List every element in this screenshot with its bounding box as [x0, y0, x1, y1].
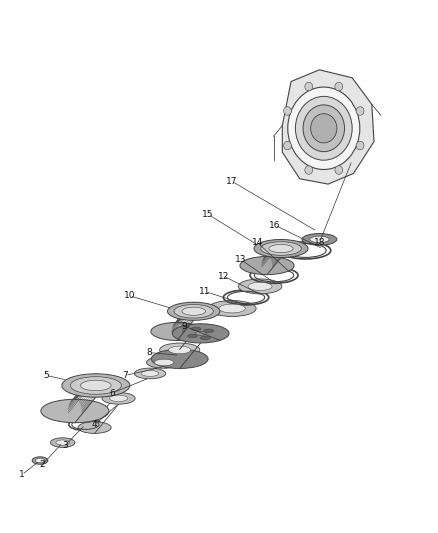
- Ellipse shape: [151, 349, 208, 368]
- Ellipse shape: [56, 440, 69, 445]
- Polygon shape: [283, 70, 374, 184]
- Ellipse shape: [169, 346, 191, 354]
- Ellipse shape: [50, 438, 75, 447]
- Ellipse shape: [78, 422, 111, 433]
- Ellipse shape: [182, 307, 205, 316]
- Ellipse shape: [208, 301, 256, 317]
- Ellipse shape: [35, 458, 45, 463]
- Ellipse shape: [191, 327, 201, 330]
- Text: 5: 5: [44, 371, 49, 380]
- Text: 7: 7: [122, 371, 128, 380]
- Ellipse shape: [283, 107, 291, 115]
- Text: 4: 4: [92, 421, 97, 430]
- Ellipse shape: [41, 399, 109, 423]
- Ellipse shape: [195, 332, 206, 335]
- Ellipse shape: [269, 245, 293, 253]
- Ellipse shape: [219, 304, 245, 313]
- Text: 3: 3: [62, 441, 68, 450]
- Text: 2: 2: [39, 461, 45, 469]
- Ellipse shape: [283, 141, 291, 150]
- Text: 14: 14: [252, 238, 263, 247]
- Text: 16: 16: [269, 221, 281, 230]
- Text: 9: 9: [181, 321, 187, 330]
- Text: 1: 1: [19, 471, 25, 479]
- Text: 17: 17: [226, 177, 238, 186]
- Text: 15: 15: [202, 210, 214, 219]
- Ellipse shape: [172, 324, 229, 343]
- Ellipse shape: [154, 359, 173, 366]
- Ellipse shape: [356, 141, 364, 150]
- Text: 8: 8: [146, 348, 152, 357]
- Text: 18: 18: [314, 238, 325, 247]
- Ellipse shape: [187, 334, 198, 338]
- Ellipse shape: [200, 336, 210, 340]
- Ellipse shape: [310, 236, 329, 243]
- Ellipse shape: [248, 282, 272, 290]
- Ellipse shape: [174, 304, 213, 318]
- Ellipse shape: [151, 322, 203, 341]
- Ellipse shape: [102, 392, 135, 404]
- Ellipse shape: [81, 380, 111, 391]
- Text: 13: 13: [235, 255, 247, 264]
- Text: 10: 10: [124, 291, 135, 300]
- Ellipse shape: [302, 233, 337, 245]
- Text: 11: 11: [199, 287, 211, 296]
- Ellipse shape: [141, 370, 159, 376]
- Ellipse shape: [311, 114, 337, 143]
- Ellipse shape: [147, 357, 181, 368]
- Ellipse shape: [71, 377, 121, 394]
- Ellipse shape: [254, 239, 308, 257]
- Ellipse shape: [288, 87, 360, 169]
- Ellipse shape: [305, 82, 313, 91]
- Ellipse shape: [335, 82, 343, 91]
- Ellipse shape: [238, 279, 282, 294]
- Ellipse shape: [110, 395, 128, 401]
- Ellipse shape: [335, 166, 343, 174]
- Ellipse shape: [261, 242, 301, 255]
- Ellipse shape: [159, 343, 200, 357]
- Ellipse shape: [356, 107, 364, 115]
- Text: 12: 12: [218, 272, 229, 280]
- Ellipse shape: [295, 96, 352, 160]
- Ellipse shape: [62, 374, 130, 397]
- Ellipse shape: [32, 457, 48, 464]
- Ellipse shape: [134, 368, 166, 379]
- Text: 6: 6: [109, 389, 115, 398]
- Ellipse shape: [303, 105, 345, 152]
- Ellipse shape: [240, 256, 294, 274]
- Ellipse shape: [167, 302, 220, 320]
- Ellipse shape: [305, 166, 313, 174]
- Ellipse shape: [204, 329, 214, 333]
